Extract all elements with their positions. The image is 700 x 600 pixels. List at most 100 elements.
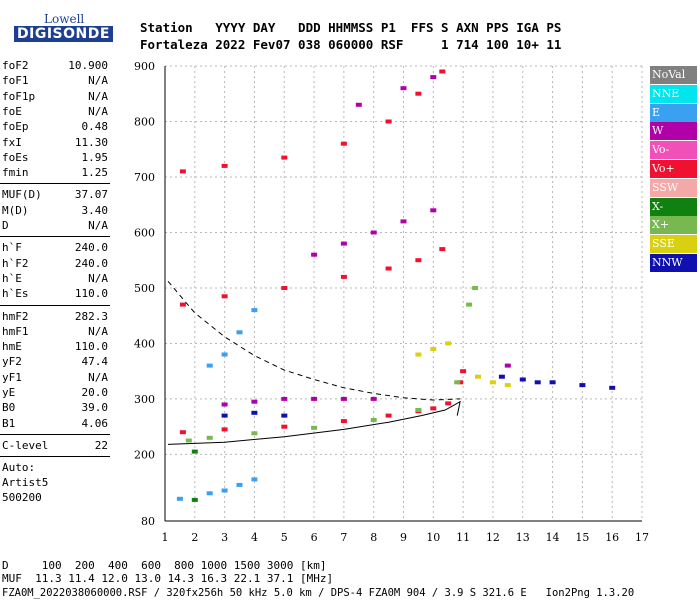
param-row: foF1p N/A	[2, 89, 108, 104]
param-name: M(D)	[2, 203, 29, 217]
data-point	[439, 247, 446, 252]
param-value: N/A	[88, 104, 108, 118]
y-tick-label: 600	[134, 226, 155, 239]
param-row: B0 39.0	[2, 400, 108, 415]
param-name: C-level	[2, 438, 49, 452]
data-point	[251, 308, 258, 313]
legend-item: SSW	[650, 178, 697, 197]
data-point	[281, 155, 288, 160]
legend-item: Vo-	[650, 141, 697, 160]
param-row: hmF2 282.3	[2, 309, 108, 324]
chart-axes: 1 2 3 4 5 6 7 8 9 10 11 12 13 14 15 16 17802003004005006…	[134, 60, 649, 544]
param-row: yF1 N/A	[2, 370, 108, 385]
x-tick-label: 2	[191, 531, 198, 544]
param-name: h`Es	[2, 287, 29, 301]
data-point	[579, 383, 586, 388]
chart-points	[176, 69, 616, 502]
param-name: D	[2, 219, 9, 232]
param-value: 11.30	[74, 135, 108, 149]
param-value: 110.0	[74, 340, 108, 354]
data-point	[221, 413, 228, 418]
x-tick-label: 13	[516, 531, 530, 544]
param-name: foEp	[2, 120, 29, 134]
param-name: h`F2	[2, 256, 29, 270]
param-row: fmin 1.25	[2, 165, 108, 180]
data-point	[340, 141, 347, 146]
data-point	[221, 488, 228, 493]
param-value: 240.0	[74, 256, 108, 270]
data-point	[191, 449, 198, 454]
data-point	[472, 286, 479, 290]
data-point	[251, 431, 258, 436]
param-value: 47.4	[81, 355, 109, 369]
param-value: N/A	[88, 89, 108, 103]
data-point	[400, 86, 407, 91]
param-row: foF1 N/A	[2, 73, 108, 88]
x-tick-label: 3	[221, 531, 228, 544]
x-tick-label: 5	[281, 531, 288, 544]
data-point	[370, 418, 377, 422]
data-point	[206, 435, 213, 440]
param-row: foE N/A	[2, 104, 108, 119]
data-point	[534, 380, 541, 385]
x-tick-label: 8	[370, 531, 377, 544]
y-tick-label: 200	[134, 448, 155, 461]
data-point	[415, 352, 422, 357]
data-point	[370, 396, 377, 401]
data-point	[236, 482, 243, 487]
param-name: hmF1	[2, 324, 29, 338]
param-name: hmF2	[2, 309, 29, 323]
param-separator	[0, 304, 110, 306]
data-point	[609, 385, 616, 390]
data-point	[340, 241, 347, 246]
y-tick-label: 800	[134, 115, 155, 128]
logo-digisonde-text: DIGISONDE	[14, 26, 113, 42]
data-point	[430, 406, 437, 411]
param-value: N/A	[88, 74, 108, 88]
param-value: 39.0	[81, 401, 109, 415]
data-point	[281, 413, 288, 418]
lowell-digisonde-logo: Lowell DIGISONDE	[10, 10, 113, 44]
data-point	[385, 266, 392, 271]
data-point	[311, 396, 318, 401]
data-point	[385, 413, 392, 418]
param-value: 282.3	[74, 309, 108, 323]
data-point	[311, 425, 318, 430]
data-point	[340, 396, 347, 401]
y-tick-label: 400	[134, 337, 155, 350]
data-point	[439, 69, 446, 74]
legend-item: NoVal	[650, 66, 697, 84]
profile-extrapolation-curve	[167, 280, 461, 401]
param-row: foEs 1.95	[2, 150, 108, 165]
param-name: foF1	[2, 74, 29, 88]
legend-item: X-	[650, 197, 697, 216]
data-point	[489, 380, 496, 385]
x-tick-label: 17	[635, 531, 649, 544]
param-name: yE	[2, 386, 16, 399]
data-point	[504, 363, 511, 368]
x-tick-label: 16	[605, 531, 619, 544]
chart-grid	[164, 65, 643, 522]
data-point	[498, 374, 505, 379]
x-tick-label: 4	[251, 531, 258, 544]
legend-item: E	[650, 103, 697, 122]
data-point	[415, 258, 422, 263]
param-name: hmE	[2, 340, 22, 354]
param-value: 20.0	[81, 386, 109, 399]
param-row: h`F 240.0	[2, 240, 108, 255]
param-value: 10.900	[68, 59, 108, 72]
data-point	[251, 399, 258, 404]
param-row: B1 4.06	[2, 416, 108, 431]
data-point	[549, 380, 556, 385]
data-point	[430, 75, 437, 80]
param-value: N/A	[88, 219, 108, 232]
data-point	[221, 294, 228, 299]
footer-file-info: FZA0M_2022038060000.RSF / 320fx256h 50 k…	[2, 587, 635, 599]
param-row: M(D) 3.40	[2, 203, 108, 218]
legend-item: NNW	[650, 254, 697, 272]
param-name: foEs	[2, 150, 29, 164]
logo-lowell-text: Lowell	[44, 12, 85, 26]
param-row: h`F2 240.0	[2, 256, 108, 271]
data-point	[281, 396, 288, 401]
